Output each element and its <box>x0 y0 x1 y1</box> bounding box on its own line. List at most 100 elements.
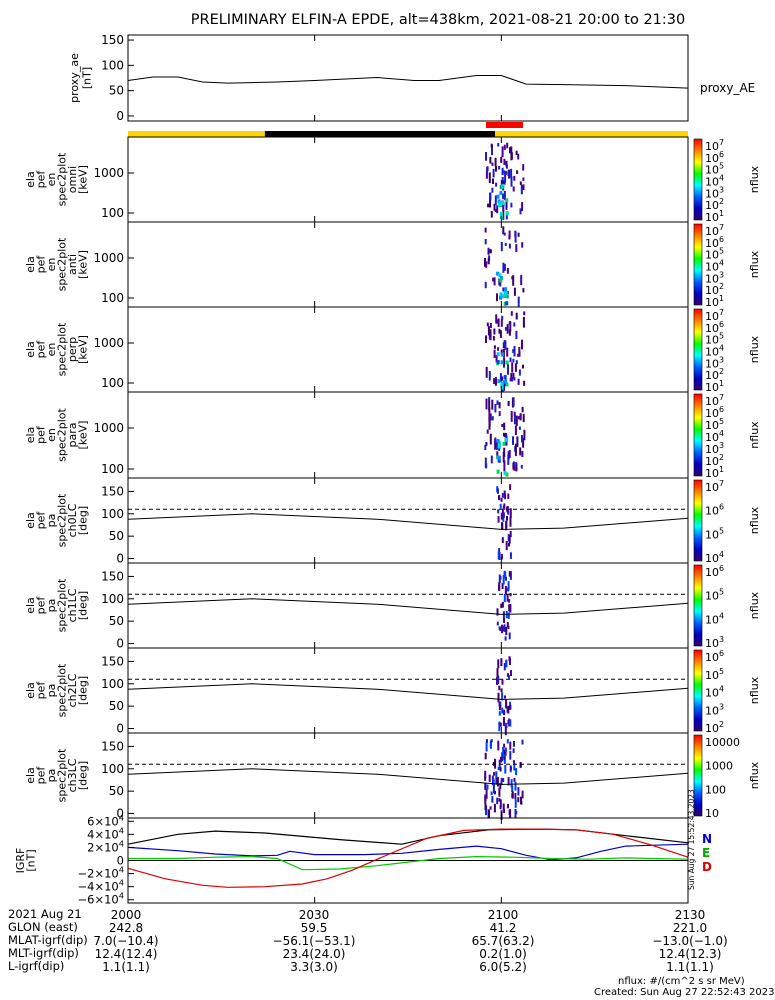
colorbar-label: nflux <box>748 421 761 449</box>
spec-pixel <box>503 808 506 813</box>
footer-value: 41.2 <box>490 921 517 935</box>
colorbar-tick-label: 102 <box>705 453 724 468</box>
spec-pixel <box>501 424 504 428</box>
spec-core-pixel <box>498 273 502 278</box>
spec-pixel <box>492 168 495 178</box>
spec-pixel <box>498 787 501 797</box>
y-tick-label: 100 <box>101 592 124 606</box>
spec-pixel <box>516 170 519 174</box>
spec-pixel <box>503 490 506 498</box>
spec-pixel <box>485 739 488 744</box>
spec-pixel <box>489 249 492 254</box>
spec-pixel <box>493 277 496 286</box>
spec-pixel <box>517 353 520 357</box>
spec-pixel <box>513 345 516 357</box>
spec-pixel <box>488 417 491 422</box>
spec-pixel <box>515 312 518 320</box>
colorbar-tick-label: 104 <box>705 259 724 274</box>
y-axis-label-line: en <box>45 258 58 272</box>
spec-pixel <box>499 626 502 631</box>
panel-frame-en_anti <box>127 221 689 308</box>
spec-pixel <box>499 756 502 763</box>
spec-pixel <box>509 357 512 363</box>
spec-core-pixel <box>499 276 503 280</box>
spec-pixel <box>484 239 487 245</box>
spec-pixel <box>515 768 518 776</box>
spec-pixel <box>497 509 500 514</box>
footer-label-glon: GLON (east) <box>8 920 78 934</box>
y-axis-label-line: pef <box>35 596 48 615</box>
spec-pixel <box>515 462 518 466</box>
y-tick-label: 100 <box>101 462 124 476</box>
colorbar-pa_ch0 <box>693 479 703 562</box>
spec-pixel <box>510 146 513 154</box>
spec-pixel <box>513 411 516 416</box>
spec-pixel <box>509 530 512 538</box>
spec-pixel <box>503 380 506 391</box>
y-axis-label-line: ela <box>24 767 37 784</box>
spec-pixel <box>520 185 523 195</box>
spec-pixel <box>517 153 520 160</box>
colorbar-tick-label: 105 <box>705 588 724 603</box>
spec-pixel <box>487 261 490 265</box>
spec-pixel <box>507 400 510 407</box>
spec-pixel <box>494 437 497 443</box>
spec-pixel <box>501 601 504 608</box>
spec-pixel <box>505 200 508 210</box>
spec-pixel <box>491 162 494 166</box>
spec-pixel <box>492 335 495 341</box>
colorbar-tick-label: 104 <box>705 429 724 444</box>
spec-pixel <box>491 796 494 803</box>
spec-pixel <box>520 796 522 804</box>
spec-pixel <box>510 373 513 378</box>
spec-pixel <box>501 493 504 498</box>
colorbar-tick-label: 102 <box>705 197 724 212</box>
spec-pixel <box>517 296 520 307</box>
spec-core-pixel <box>496 352 500 357</box>
colorbar-label: nflux <box>748 761 761 789</box>
spectrogram-pa_ch0 <box>496 484 512 560</box>
spec-pixel <box>517 787 520 796</box>
spec-pixel <box>496 668 499 677</box>
pa-losscone-curve <box>127 768 689 785</box>
spec-pixel <box>503 503 506 510</box>
y-tick-label: 100 <box>101 762 124 776</box>
colorbar-tick-label: 106 <box>705 649 724 664</box>
spec-pixel <box>508 675 510 679</box>
y-axis-label-line: pef <box>35 511 48 530</box>
spec-pixel <box>487 203 490 208</box>
spec-pixel <box>504 765 507 774</box>
spec-pixel <box>514 363 517 372</box>
spec-pixel <box>493 772 496 776</box>
spec-pixel <box>514 799 517 808</box>
panel-frame-en_omni <box>127 136 689 223</box>
spec-pixel <box>510 202 513 208</box>
y-axis-label-line: ela <box>24 512 37 529</box>
y-axis-label-line: spec2plot <box>56 408 69 462</box>
colorbar-tick-label: 103 <box>705 185 724 200</box>
spec-pixel <box>513 175 516 181</box>
y-tick-label: 0 <box>116 637 124 651</box>
spec-pixel <box>503 743 506 748</box>
spec-pixel <box>498 685 501 691</box>
spec-pixel <box>484 796 487 801</box>
spec-pixel <box>506 142 509 149</box>
spec-pixel <box>485 442 488 446</box>
spectrogram-en_anti <box>484 226 525 307</box>
spec-pixel <box>513 466 516 471</box>
spec-pixel <box>499 722 502 727</box>
spec-pixel <box>505 433 508 438</box>
spec-pixel <box>499 799 502 808</box>
spec-pixel <box>499 282 502 287</box>
spec-pixel <box>505 576 507 581</box>
spec-pixel <box>522 364 524 369</box>
spec-pixel <box>512 462 515 470</box>
spec-pixel <box>499 783 502 789</box>
panel-frame-pa_ch1 <box>127 562 689 649</box>
spec-core-pixel <box>505 382 509 387</box>
colorbar-tick-label: 102 <box>705 720 724 735</box>
y-tick-label: 50 <box>109 614 124 628</box>
spec-pixel <box>513 740 515 747</box>
y-axis-label-line: [nT] <box>25 849 38 871</box>
y-tick-label: 0 <box>116 722 124 736</box>
